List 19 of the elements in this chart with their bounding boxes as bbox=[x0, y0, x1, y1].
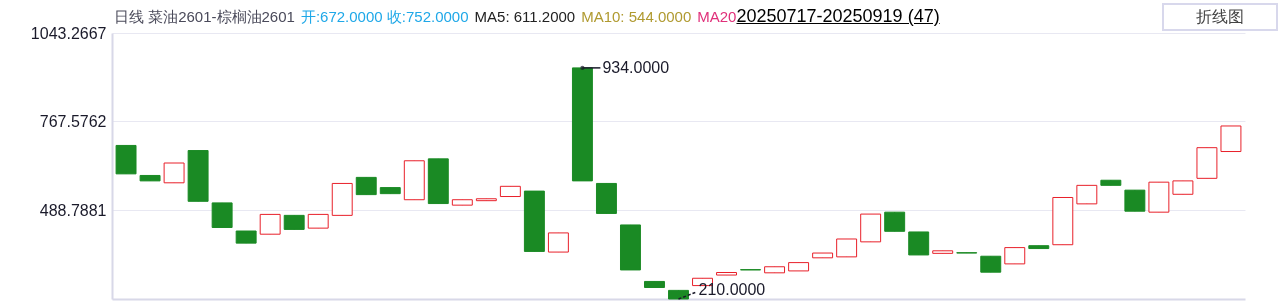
text: MA20 bbox=[697, 8, 737, 25]
candlestick bbox=[1124, 189, 1146, 212]
text: 开:672.0000 收:752.0000 bbox=[300, 8, 469, 25]
candlestick bbox=[908, 231, 930, 256]
candlestick bbox=[259, 213, 281, 235]
candlestick bbox=[1076, 184, 1098, 205]
candlestick bbox=[884, 211, 906, 232]
text: 20250717-20250919 (47) bbox=[736, 6, 940, 26]
candlestick bbox=[547, 232, 569, 253]
chart-title: 日线 菜油2601-棕榈油2601 bbox=[114, 8, 295, 25]
y-tick-label: 488.7881 bbox=[39, 201, 107, 219]
y-tick-label: 767.5762 bbox=[39, 112, 107, 130]
candlestick bbox=[163, 162, 185, 184]
text: 折线图 bbox=[1162, 3, 1278, 31]
y-tick-label: 1043.2667 bbox=[30, 24, 107, 42]
text: MA10: 544.0000 bbox=[581, 8, 692, 25]
annotation: 210.0000 bbox=[698, 281, 766, 298]
annotation: 934.0000 bbox=[602, 58, 670, 76]
text: MA5: 611.2000 bbox=[474, 8, 576, 25]
